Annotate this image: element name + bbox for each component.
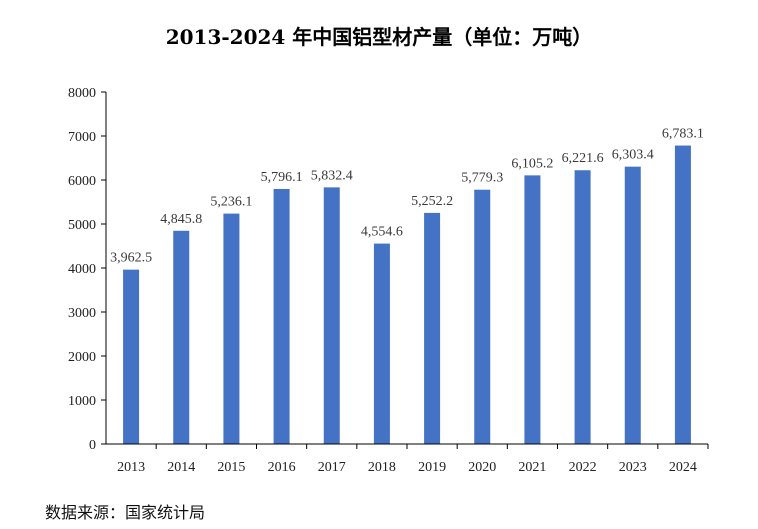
y-tick-label: 1000: [68, 394, 96, 409]
data-label: 3,962.5: [110, 251, 152, 266]
x-tick-label: 2015: [217, 460, 245, 475]
y-tick-label: 3000: [68, 306, 96, 321]
bar: [323, 187, 340, 445]
x-tick-label: 2020: [468, 460, 496, 475]
bars-group: 3,962.5 4,845.8 5,236.1 5,796.1 5,832.4 4,554…: [110, 127, 704, 445]
y-tick-label: 0: [89, 438, 96, 453]
data-label: 6,105.2: [511, 156, 553, 171]
y-tick-label: 4000: [68, 262, 96, 277]
bar: [123, 269, 140, 444]
data-label: 6,303.4: [612, 148, 654, 163]
y-tick-label: 2000: [68, 350, 96, 365]
data-label: 5,796.1: [261, 170, 303, 185]
data-label: 5,779.3: [461, 171, 503, 186]
bar: [424, 212, 441, 444]
bar: [223, 213, 240, 444]
bar: [624, 166, 641, 445]
x-axis-ticks: 2013 2014 2015 2016 2017 2018 2019 2020 2021 2022…: [117, 444, 709, 475]
x-tick-label: 2016: [268, 460, 296, 475]
data-label: 6,783.1: [662, 127, 704, 142]
y-tick-label: 6000: [68, 174, 96, 189]
source-note: 数据来源：国家统计局: [45, 503, 205, 522]
x-tick-label: 2022: [569, 460, 597, 475]
bar: [574, 170, 591, 444]
bar: [524, 175, 541, 444]
x-tick-label: 2019: [418, 460, 446, 475]
bar: [674, 145, 691, 445]
data-label: 5,236.1: [210, 195, 252, 210]
y-axis-ticks: 0 1000 2000 3000 4000 5000 6000 7000 8000: [68, 86, 106, 453]
data-label: 4,845.8: [160, 212, 202, 227]
x-tick-label: 2021: [518, 460, 546, 475]
y-tick-label: 8000: [68, 86, 96, 101]
data-label: 5,832.4: [311, 168, 353, 183]
y-tick-label: 5000: [68, 218, 96, 233]
chart-title: 2013-2024 年中国铝型材产量（单位：万吨）: [166, 25, 593, 49]
data-label: 6,221.6: [562, 151, 604, 166]
x-tick-label: 2023: [619, 460, 647, 475]
x-tick-label: 2018: [368, 460, 396, 475]
bar: [474, 189, 491, 444]
bar: [173, 230, 190, 444]
x-tick-label: 2017: [318, 460, 346, 475]
y-tick-label: 7000: [68, 130, 96, 145]
x-tick-label: 2013: [117, 460, 145, 475]
bar: [273, 188, 290, 444]
data-label: 4,554.6: [361, 225, 403, 240]
x-tick-label: 2024: [669, 460, 697, 475]
data-label: 5,252.2: [411, 194, 453, 209]
x-tick-label: 2014: [167, 460, 195, 475]
bar: [373, 243, 390, 444]
